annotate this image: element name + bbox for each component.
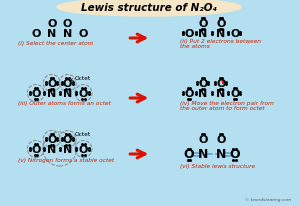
Text: O: O <box>184 148 194 161</box>
Text: (iii) Outer atoms forms an octet: (iii) Outer atoms forms an octet <box>18 101 111 106</box>
Text: O: O <box>216 134 226 144</box>
Text: N: N <box>216 89 225 98</box>
Text: O: O <box>230 89 239 98</box>
Text: O: O <box>79 29 88 39</box>
Text: O: O <box>47 134 56 144</box>
Text: N: N <box>47 29 56 39</box>
Text: (ii) Put 2 electrons between
the atoms: (ii) Put 2 electrons between the atoms <box>180 38 261 49</box>
Text: N: N <box>63 89 72 98</box>
Text: Octet: Octet <box>75 76 91 81</box>
Text: O: O <box>63 134 72 144</box>
Text: (v) Nitrogen forms a stable octet: (v) Nitrogen forms a stable octet <box>18 158 114 163</box>
Text: (vi) Stable lewis structure: (vi) Stable lewis structure <box>180 164 255 169</box>
Text: O: O <box>47 79 56 89</box>
Text: O: O <box>63 79 72 89</box>
Text: O: O <box>31 144 40 154</box>
Text: O: O <box>79 144 88 154</box>
Text: N: N <box>198 89 208 98</box>
Text: N: N <box>63 144 72 154</box>
Text: O: O <box>198 79 208 89</box>
Text: O: O <box>47 19 56 29</box>
Text: O: O <box>230 148 240 161</box>
Text: © knordslearing.com: © knordslearing.com <box>245 197 291 201</box>
Text: O: O <box>31 89 40 98</box>
Text: N: N <box>216 29 225 39</box>
Text: N: N <box>63 29 72 39</box>
Text: O: O <box>216 19 226 29</box>
Text: O: O <box>79 89 88 98</box>
Text: O: O <box>184 29 194 39</box>
Text: O: O <box>198 19 208 29</box>
Text: N: N <box>47 144 56 154</box>
Text: N: N <box>198 148 208 161</box>
Text: O: O <box>63 19 72 29</box>
Text: N: N <box>47 89 56 98</box>
Text: Octet: Octet <box>75 132 91 137</box>
Text: O: O <box>230 29 239 39</box>
Text: N: N <box>216 148 226 161</box>
Text: O: O <box>31 29 40 39</box>
Text: O: O <box>216 79 226 89</box>
Text: (i) Select the center atom: (i) Select the center atom <box>18 41 93 46</box>
Text: Lewis structure of N₂O₄: Lewis structure of N₂O₄ <box>81 3 217 13</box>
Text: O: O <box>184 89 194 98</box>
Ellipse shape <box>57 0 241 17</box>
Text: O: O <box>198 134 208 144</box>
Text: (iv) Move the electron pair from
the outer atom to form octet: (iv) Move the electron pair from the out… <box>180 100 274 111</box>
Text: N: N <box>198 29 208 39</box>
